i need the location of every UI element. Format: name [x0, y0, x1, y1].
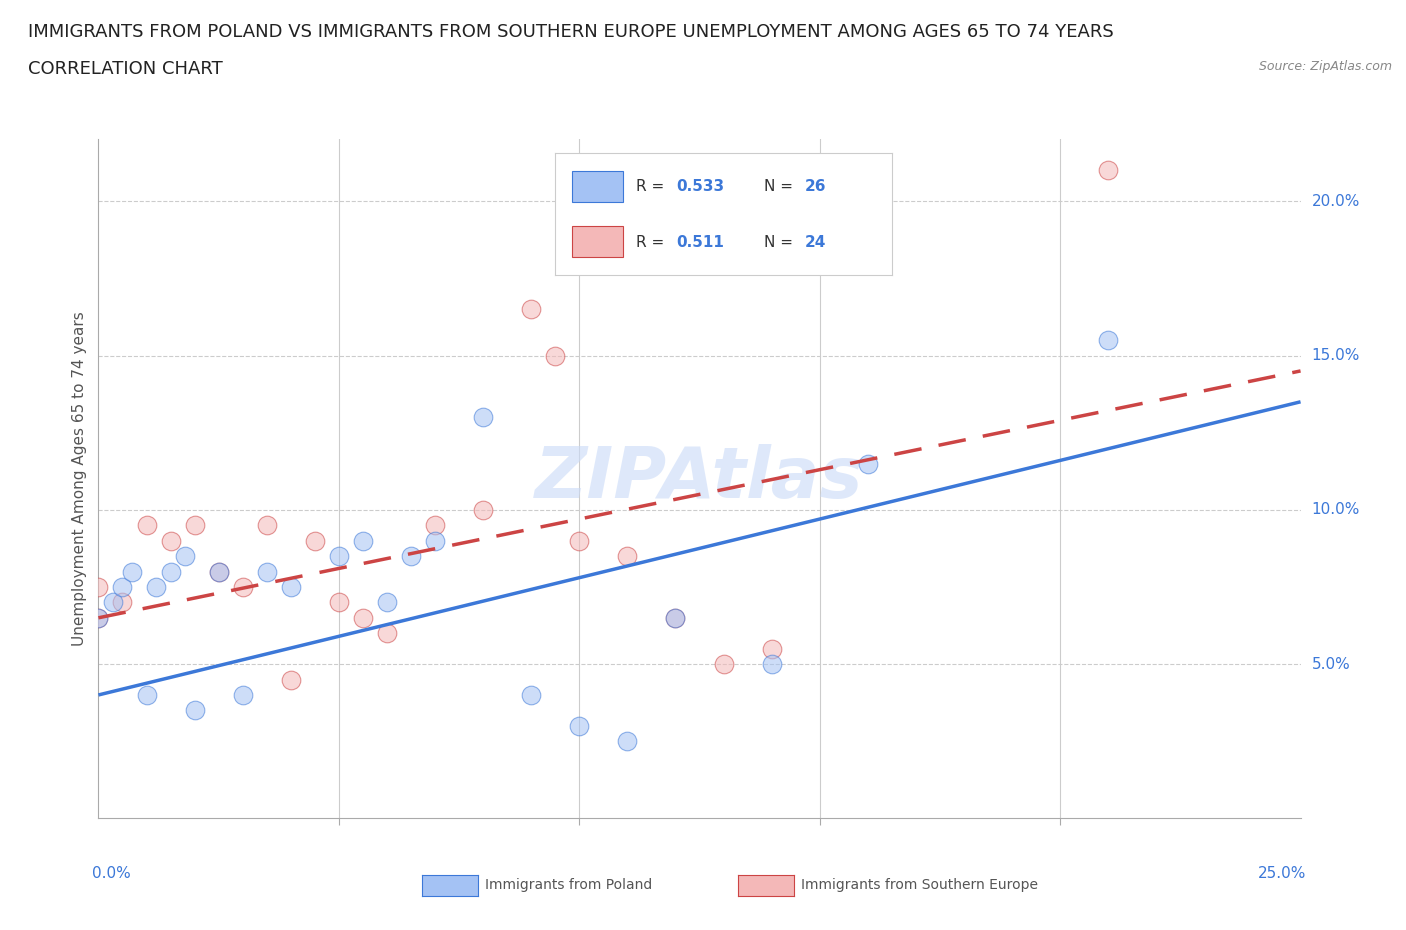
- Point: [616, 734, 638, 749]
- Point: [544, 348, 567, 363]
- Point: [761, 657, 783, 671]
- Point: [280, 579, 302, 594]
- Point: [520, 301, 543, 316]
- Point: [423, 518, 446, 533]
- Point: [713, 657, 735, 671]
- Point: [1097, 333, 1119, 348]
- Point: [101, 595, 124, 610]
- Point: [352, 533, 374, 548]
- Point: [520, 687, 543, 702]
- Point: [423, 533, 446, 548]
- Point: [87, 579, 110, 594]
- Text: IMMIGRANTS FROM POLAND VS IMMIGRANTS FROM SOUTHERN EUROPE UNEMPLOYMENT AMONG AGE: IMMIGRANTS FROM POLAND VS IMMIGRANTS FRO…: [28, 23, 1114, 41]
- Point: [232, 687, 254, 702]
- Point: [1097, 163, 1119, 178]
- Y-axis label: Unemployment Among Ages 65 to 74 years: Unemployment Among Ages 65 to 74 years: [72, 312, 87, 646]
- Point: [145, 579, 167, 594]
- Point: [761, 642, 783, 657]
- Point: [568, 533, 591, 548]
- Point: [328, 549, 350, 564]
- Point: [399, 549, 422, 564]
- Point: [183, 703, 205, 718]
- Text: Source: ZipAtlas.com: Source: ZipAtlas.com: [1258, 60, 1392, 73]
- Point: [111, 579, 134, 594]
- Point: [159, 533, 181, 548]
- Point: [664, 610, 686, 625]
- Point: [121, 565, 143, 579]
- Point: [256, 518, 278, 533]
- Text: CORRELATION CHART: CORRELATION CHART: [28, 60, 224, 78]
- Point: [256, 565, 278, 579]
- Text: 0.0%: 0.0%: [93, 866, 131, 881]
- Text: 25.0%: 25.0%: [1258, 866, 1306, 881]
- Point: [472, 502, 495, 517]
- Point: [87, 610, 110, 625]
- Text: 20.0%: 20.0%: [1312, 193, 1360, 208]
- Point: [856, 456, 879, 471]
- Point: [135, 687, 157, 702]
- Point: [208, 565, 231, 579]
- Point: [568, 718, 591, 733]
- Point: [232, 579, 254, 594]
- Text: Immigrants from Poland: Immigrants from Poland: [485, 878, 652, 893]
- Point: [159, 565, 181, 579]
- Point: [87, 610, 110, 625]
- Point: [183, 518, 205, 533]
- Point: [135, 518, 157, 533]
- Point: [352, 610, 374, 625]
- Point: [174, 549, 197, 564]
- Point: [375, 595, 398, 610]
- Point: [111, 595, 134, 610]
- Text: Immigrants from Southern Europe: Immigrants from Southern Europe: [801, 878, 1039, 893]
- Point: [375, 626, 398, 641]
- Point: [472, 410, 495, 425]
- Point: [280, 672, 302, 687]
- Point: [208, 565, 231, 579]
- Point: [328, 595, 350, 610]
- Text: 15.0%: 15.0%: [1312, 348, 1360, 363]
- Point: [664, 610, 686, 625]
- Text: ZIPAtlas: ZIPAtlas: [536, 445, 863, 513]
- Text: 5.0%: 5.0%: [1312, 657, 1350, 671]
- Point: [304, 533, 326, 548]
- Text: 10.0%: 10.0%: [1312, 502, 1360, 517]
- Point: [616, 549, 638, 564]
